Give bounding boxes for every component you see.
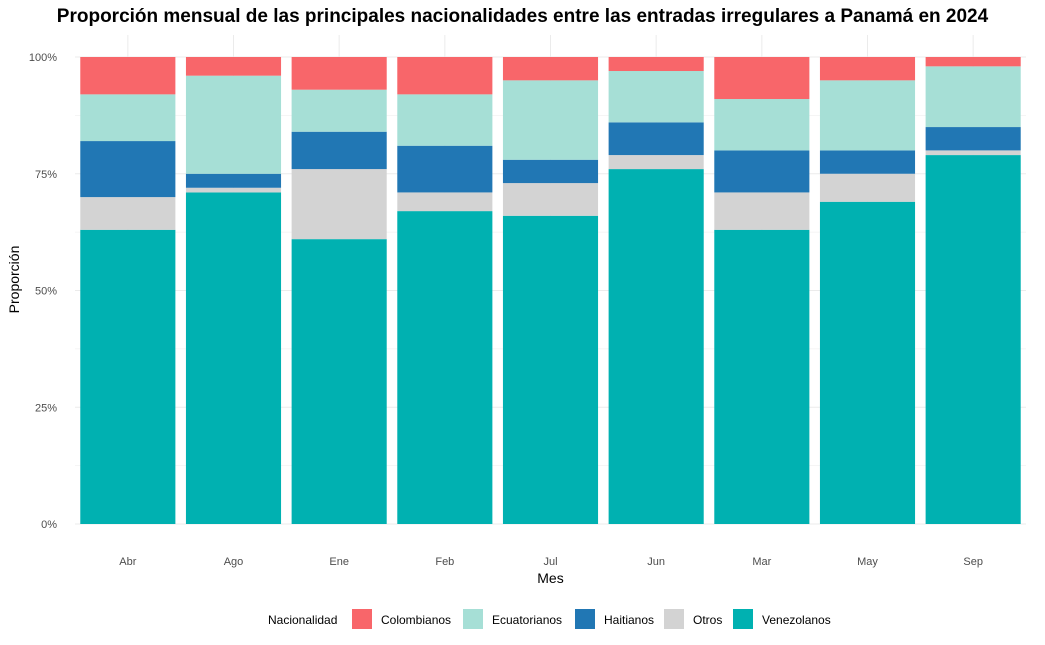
- bar-segment-otros: [819, 173, 916, 202]
- legend-label-haitianos: Haitianos: [604, 613, 654, 627]
- bar-segment-colombianos: [502, 57, 599, 81]
- chart-title: Proporción mensual de las principales na…: [56, 6, 989, 27]
- x-tick-label: Ene: [329, 556, 349, 568]
- x-tick-label: Jun: [647, 556, 665, 568]
- bar-segment-venezolanos: [502, 215, 599, 524]
- bar-segment-colombianos: [819, 57, 916, 81]
- bar-segment-colombianos: [608, 57, 704, 72]
- bar-segment-colombianos: [714, 57, 810, 100]
- x-axis-title: Mes: [537, 570, 563, 586]
- legend-swatch-venezolanos: [733, 609, 753, 629]
- bar-segment-venezolanos: [185, 192, 282, 524]
- x-tick-label: Abr: [119, 556, 136, 568]
- bar-segment-otros: [185, 187, 282, 193]
- bar-segment-colombianos: [80, 57, 176, 95]
- bar-segment-haitianos: [925, 127, 1021, 151]
- y-tick-label: 75%: [35, 169, 57, 181]
- bar-segment-ecuatorianos: [608, 71, 704, 123]
- bar-segment-ecuatorianos: [925, 66, 1021, 128]
- bar-segment-otros: [502, 183, 599, 216]
- legend-label-venezolanos: Venezolanos: [762, 613, 831, 627]
- bar-segment-haitianos: [608, 122, 704, 156]
- bar-segment-haitianos: [397, 145, 493, 193]
- bar-segment-venezolanos: [608, 169, 704, 524]
- bar-segment-otros: [714, 192, 810, 230]
- x-tick-label: Ago: [224, 556, 244, 568]
- bar-segment-venezolanos: [714, 229, 810, 525]
- bar-segment-ecuatorianos: [714, 99, 810, 151]
- bar-segment-ecuatorianos: [397, 94, 493, 146]
- bar-segment-ecuatorianos: [819, 80, 916, 151]
- bar-segment-haitianos: [291, 131, 387, 170]
- bar-segment-ecuatorianos: [291, 89, 387, 132]
- legend-swatch-colombianos: [352, 609, 372, 629]
- legend-swatch-otros: [664, 609, 684, 629]
- y-tick-label: 100%: [29, 52, 57, 64]
- y-tick-label: 25%: [35, 402, 57, 414]
- bar-segment-colombianos: [925, 57, 1021, 67]
- bar-segment-otros: [397, 192, 493, 212]
- axis-layer: Proporción Mes: [6, 246, 564, 586]
- bar-segment-ecuatorianos: [502, 80, 599, 160]
- bars-layer: Abr Ago Ene Feb Jul Jun Mar May Sep: [80, 57, 1021, 568]
- legend: Nacionalidad Colombianos Ecuatorianos Hait…: [268, 609, 831, 629]
- bar-segment-otros: [80, 197, 176, 230]
- bar-segment-ecuatorianos: [80, 94, 176, 142]
- legend-label-ecuatorianos: Ecuatorianos: [492, 613, 562, 627]
- y-tick-label: 0%: [41, 519, 57, 531]
- bar-segment-haitianos: [502, 159, 599, 184]
- bar-segment-venezolanos: [291, 239, 387, 524]
- x-tick-label: May: [857, 556, 878, 568]
- legend-label-otros: Otros: [693, 613, 722, 627]
- bar-segment-colombianos: [185, 57, 282, 76]
- bar-segment-haitianos: [80, 141, 176, 198]
- legend-swatch-ecuatorianos: [463, 609, 483, 629]
- bar-segment-ecuatorianos: [185, 75, 282, 174]
- x-tick-label: Feb: [435, 556, 454, 568]
- x-tick-label: Sep: [963, 556, 983, 568]
- x-tick-label: Mar: [752, 556, 771, 568]
- bar-segment-venezolanos: [819, 201, 916, 524]
- y-tick-label: 50%: [35, 286, 57, 298]
- bar-segment-colombianos: [291, 57, 387, 90]
- bar-segment-haitianos: [714, 150, 810, 193]
- bar-segment-otros: [291, 169, 387, 240]
- bar-segment-haitianos: [185, 173, 282, 188]
- legend-title: Nacionalidad: [268, 613, 337, 627]
- bar-segment-venezolanos: [397, 211, 493, 525]
- bar-segment-haitianos: [819, 150, 916, 174]
- bar-segment-venezolanos: [80, 229, 176, 525]
- x-tick-label: Jul: [543, 556, 557, 568]
- bar-segment-otros: [925, 150, 1021, 156]
- bar-segment-colombianos: [397, 57, 493, 95]
- legend-label-colombianos: Colombianos: [381, 613, 451, 627]
- bar-segment-venezolanos: [925, 155, 1021, 524]
- y-axis-title: Proporción: [6, 246, 22, 314]
- legend-swatch-haitianos: [575, 609, 595, 629]
- bar-segment-otros: [608, 155, 704, 170]
